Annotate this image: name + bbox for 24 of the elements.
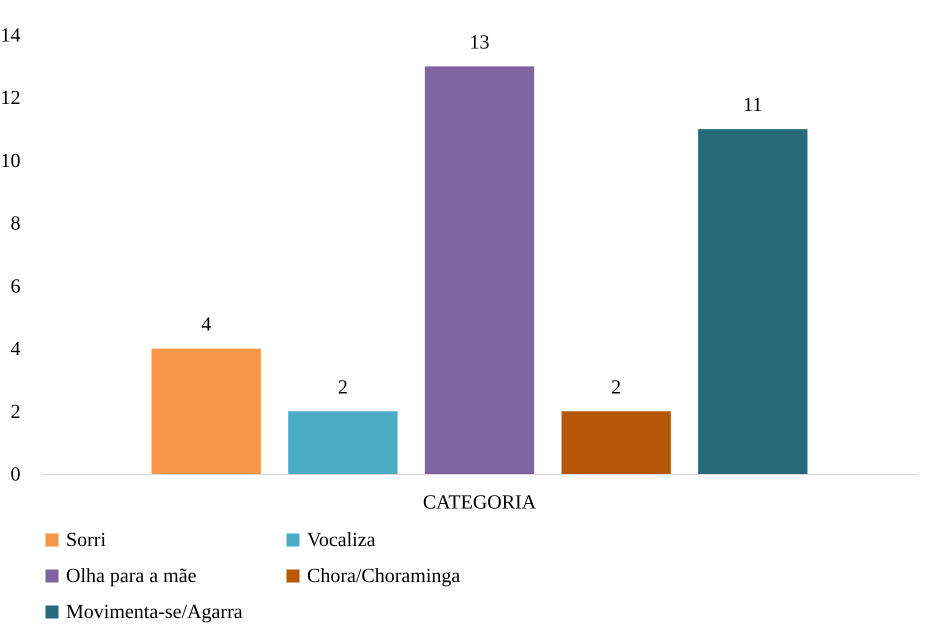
legend-label: Sorri [66,529,106,551]
y-tick-label: 2 [10,400,20,423]
data-label: 13 [470,31,490,54]
bar [698,129,808,474]
y-tick-label: 10 [0,150,20,172]
y-tick-label: 14 [0,24,20,46]
y-tick-label: 0 [10,464,20,486]
legend-label: Movimenta-se/Agarra [66,601,243,623]
y-tick-label: 8 [10,212,20,235]
y-tick-label: 6 [10,275,20,298]
bar [152,348,261,474]
bar [424,66,534,474]
legend-label: Vocaliza [307,529,376,551]
data-label: 2 [338,376,348,398]
legend-label: Chora/Choraminga [307,565,460,587]
bar [561,411,671,474]
data-label: 2 [611,376,622,398]
y-tick-label: 4 [10,338,20,360]
x-tick-label: CATEGORIA [422,492,537,514]
y-tick-label: 12 [0,87,20,110]
data-label: 11 [743,94,762,116]
legend-label: Olha para a mãe [66,565,197,587]
bar [288,411,398,474]
data-label: 4 [201,314,212,336]
